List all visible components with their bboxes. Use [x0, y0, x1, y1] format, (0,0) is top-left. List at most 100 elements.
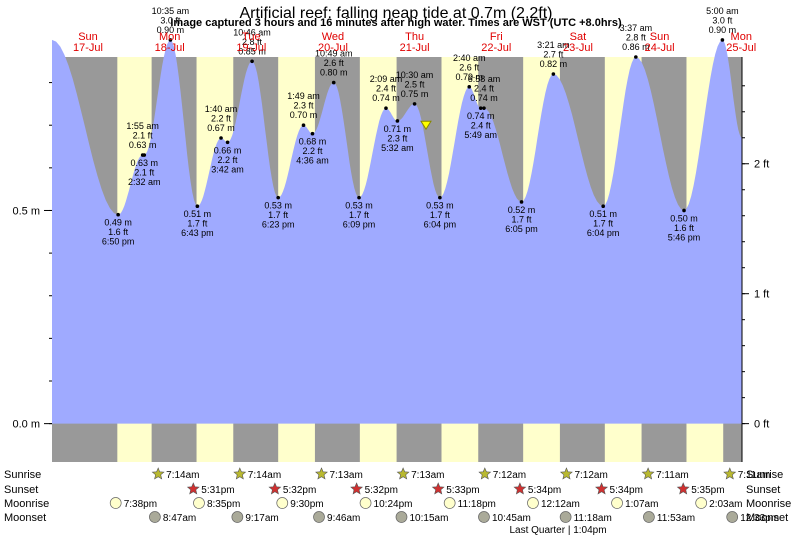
tide-label: 0.53 m: [264, 201, 292, 211]
tide-point: [682, 208, 686, 213]
tide-label: 0.86 m: [622, 42, 650, 52]
tide-point: [551, 72, 556, 76]
tide-label: 1:49 am: [287, 91, 320, 101]
sunrise-time: 7:11am: [738, 470, 771, 481]
tide-label: 1.7 ft: [593, 219, 614, 229]
tide-point: [116, 212, 120, 217]
sunset-time: 5:31pm: [201, 485, 234, 496]
moonrise-time: 10:24pm: [374, 499, 413, 510]
star-icon: [151, 467, 165, 480]
tide-label: 3:37 am: [620, 23, 653, 33]
day-date: 22-Jul: [481, 42, 511, 54]
moonrise-time: 2:03am: [709, 499, 742, 510]
day-name: Sat: [570, 31, 587, 43]
tide-label: 2.7 ft: [543, 50, 564, 60]
moonset-time: 8:47am: [163, 513, 196, 524]
moonrise-time: 9:30pm: [290, 499, 323, 510]
tide-point: [482, 106, 486, 110]
sunset-time: 5:34pm: [528, 485, 561, 496]
current-tide-marker: [420, 120, 432, 131]
sunrise-time: 7:11am: [656, 470, 689, 481]
left-tick-label: 0.0 m: [12, 419, 40, 431]
tide-label: 0.63 m: [129, 140, 157, 150]
tide-label: 0.66 m: [214, 145, 242, 155]
tide-label: 6:43 pm: [181, 228, 214, 238]
sunset-time: 5:33pm: [446, 485, 479, 496]
moon-phase-label: Last Quarter | 1:04pm: [509, 525, 606, 536]
tide-label: 6:58 am: [468, 74, 501, 84]
tide-point: [276, 195, 280, 200]
day-name: Sun: [78, 31, 98, 43]
tide-label: 0.49 m: [104, 218, 132, 228]
tide-label: 0.53 m: [426, 201, 454, 211]
tide-label: 0.74 m: [372, 93, 400, 103]
tide-label: 1.6 ft: [674, 223, 695, 233]
star-icon: [513, 482, 527, 495]
tide-label: 10:35 am: [152, 6, 190, 16]
moonset-row-label-right: Moonset: [746, 512, 788, 524]
tide-point: [478, 106, 483, 110]
tide-point: [601, 204, 605, 209]
sunrise-time: 7:14am: [248, 470, 281, 481]
tide-label: 6:05 pm: [505, 224, 538, 234]
tide-point: [331, 80, 336, 85]
moonset-icon: [643, 511, 655, 523]
tide-label: 5:00 am: [706, 6, 739, 16]
day-name: Mon: [159, 31, 180, 43]
right-tick-label: 1 ft: [754, 289, 769, 301]
tide-label: 2.6 ft: [459, 62, 480, 72]
tide-point: [250, 59, 254, 64]
day-date: 21-Jul: [400, 42, 430, 54]
tide-point: [395, 119, 400, 123]
tide-marks: 0.49 m1.6 ft6:50 pm1:55 am2.1 ft0.63 m0.…: [102, 6, 739, 247]
tide-label: 0.90 m: [709, 25, 737, 35]
tide-label: 6:23 pm: [262, 220, 295, 230]
tide-label: 5:49 am: [464, 130, 497, 140]
star-icon: [233, 467, 247, 480]
tide-label: 0.79 m: [456, 72, 484, 82]
moonrise-icon: [359, 497, 372, 509]
tide-point: [467, 85, 472, 89]
tide-label: 0.53 m: [345, 201, 373, 211]
tide-label: 3:21 am: [537, 40, 570, 50]
moonset-icon: [395, 511, 408, 523]
moonrise-time: 11:18pm: [458, 499, 496, 510]
star-icon: [186, 482, 200, 495]
right-tick-label: 2 ft: [754, 159, 769, 171]
tide-label: 2.1 ft: [134, 168, 155, 178]
tide-label: 5:32 am: [381, 143, 414, 153]
moonset-time: 10:45am: [492, 513, 531, 524]
day-name: Fri: [490, 31, 503, 43]
chart-subtitle: Image captured 3 hours and 16 minutes af…: [170, 17, 622, 29]
tide-label: 1.7 ft: [187, 219, 208, 229]
tide-label: 0.74 m: [470, 93, 498, 103]
tide-point: [519, 200, 524, 204]
moonrise-icon: [611, 497, 623, 509]
tide-label: 10:49 am: [315, 49, 353, 59]
left-tick-label: 0.5 m: [12, 205, 40, 217]
tide-label: 3:42 am: [211, 164, 244, 174]
sunset-time: 5:32pm: [283, 485, 316, 496]
tide-point: [634, 55, 638, 59]
day-name: Mon: [731, 31, 752, 43]
tide-label: 0.63 m: [131, 158, 159, 168]
plot-area: [52, 39, 742, 462]
tide-label: 3.0 ft: [160, 15, 181, 25]
tide-label: 0.74 m: [467, 111, 495, 121]
star-icon: [641, 467, 655, 480]
tide-point: [384, 106, 388, 110]
tide-label: 1:40 am: [205, 104, 238, 114]
tide-label: 6:04 pm: [424, 220, 457, 230]
tide-label: 10:30 am: [396, 70, 434, 80]
day-name: Wed: [322, 31, 344, 43]
day-date: 18-Jul: [155, 42, 185, 54]
sunrise-time: 7:14am: [166, 470, 199, 481]
star-icon: [723, 467, 737, 480]
tide-point: [225, 140, 230, 145]
moonrise-icon: [109, 497, 122, 509]
day-date: 23-Jul: [563, 42, 593, 54]
tide-label: 2.2 ft: [302, 146, 323, 156]
tide-label: 2.5 ft: [405, 79, 426, 89]
sunset-row-label-right: Sunset: [746, 484, 780, 496]
